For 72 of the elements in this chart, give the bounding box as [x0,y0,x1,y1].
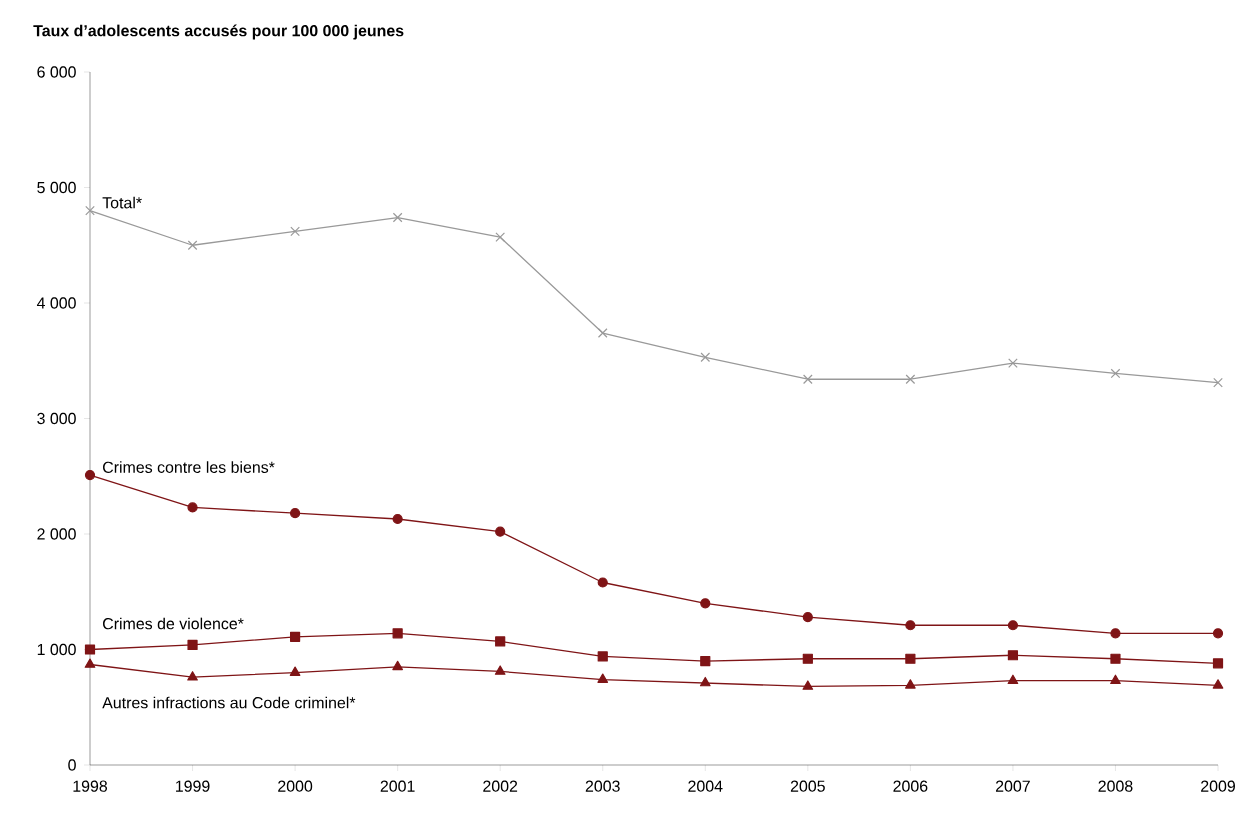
point [597,673,609,683]
y-tick-label: 0 [68,759,76,771]
point [1212,628,1224,639]
x-tick-label: 1998 [73,780,108,792]
point [802,612,813,623]
point [1110,674,1121,685]
x-tick-label: 2004 [688,780,723,792]
series-label: Crimes contre les biens* [103,461,275,473]
point [289,666,301,676]
x-tick-label: 2008 [1098,780,1133,792]
point [289,508,301,519]
y-tick-label: 4 000 [36,297,76,309]
point [1110,653,1121,664]
x-tick-label: 2000 [278,780,313,792]
point [85,205,95,216]
point [187,240,198,251]
x-tick-label: 2003 [585,780,620,792]
point [187,639,198,650]
point [84,644,96,655]
point [494,665,506,675]
series-label: Total* [102,196,142,209]
point [905,620,916,631]
x-tick-label: 2006 [893,780,928,792]
x-tick-label: 2002 [483,780,518,792]
y-tick-label: 3 000 [37,412,76,425]
series-label: Crimes de violence* [103,617,244,630]
x-tick-label: 1999 [176,780,210,792]
point [700,352,711,363]
point [1213,377,1223,388]
point [187,502,198,513]
point [289,631,301,642]
point [392,660,403,671]
point [905,374,916,385]
x-tick-label: 2005 [790,780,825,792]
point [392,513,403,525]
point [495,232,506,243]
y-tick-label: 6 000 [37,66,76,78]
y-axis-title: Taux d’adolescents accusés pour 100 000 jeunes [33,24,404,40]
point [392,628,403,639]
point [290,226,300,237]
point [802,374,813,385]
point [1007,620,1019,631]
point [597,577,608,588]
point [597,651,608,662]
point [905,653,916,664]
point [1007,674,1019,685]
point [802,680,814,690]
point [802,653,813,664]
point [1110,628,1121,639]
point [700,598,711,609]
point [700,655,711,667]
point [1212,679,1224,689]
x-tick-label: 2009 [1201,780,1235,792]
y-tick-label: 2 000 [37,528,76,540]
series-label: Autres infractions au Code criminel* [102,696,356,709]
point [1212,658,1224,669]
point [1110,368,1121,379]
point [187,671,198,681]
x-tick-label: 2007 [995,780,1030,792]
point [905,679,916,689]
point [84,658,96,668]
point [1007,650,1019,661]
y-tick-label: 1 000 [37,643,76,656]
point [495,526,506,537]
point [699,676,711,687]
point [84,469,96,481]
point [495,636,506,647]
point [1008,358,1018,368]
point [597,328,608,338]
point [392,212,403,223]
x-tick-label: 2001 [380,780,415,792]
y-tick-label: 5 000 [37,181,76,194]
